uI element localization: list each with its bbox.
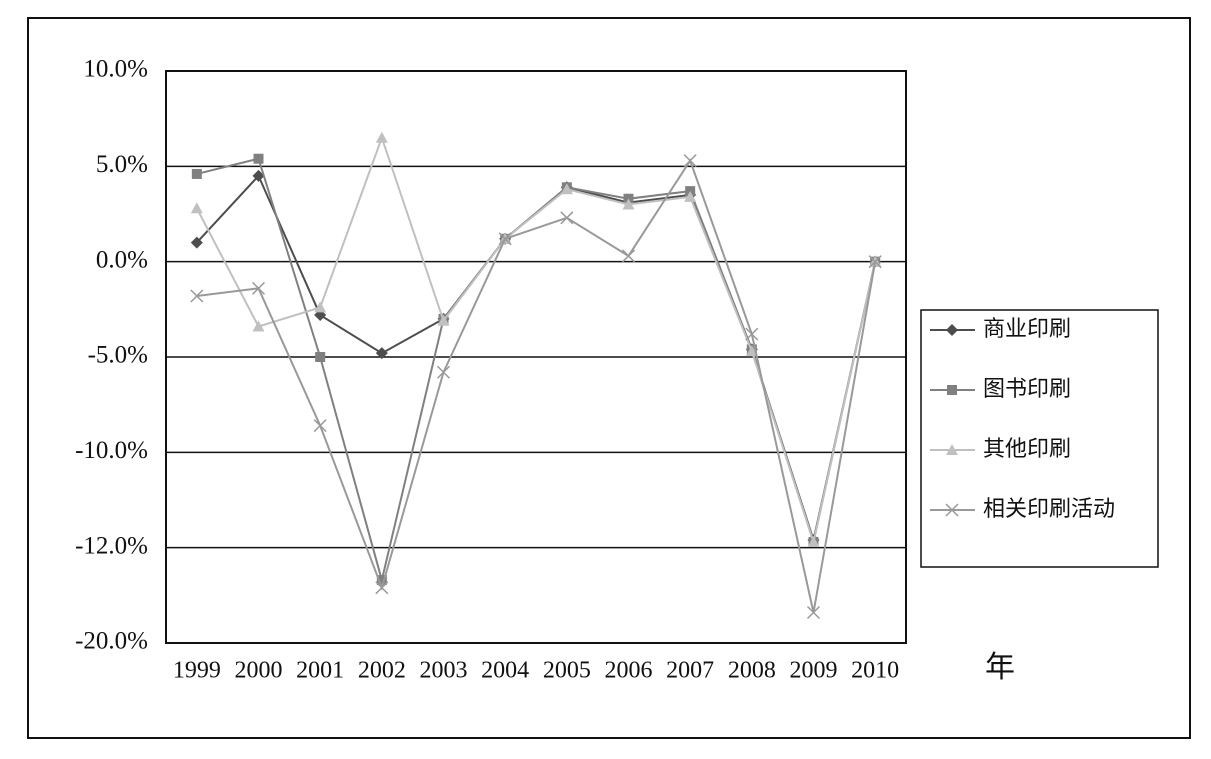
series-line: [196, 158, 877, 613]
x-tick-label: 2009: [790, 658, 838, 684]
legend-label: 相关印刷活动: [983, 497, 1115, 522]
x-tick-label: 2010: [851, 658, 899, 684]
legend-marker: [947, 385, 957, 395]
y-tick-label: -12.0%: [75, 532, 148, 559]
frame: [27, 17, 1191, 739]
series-line: [196, 174, 877, 544]
x-tick-label: 2005: [543, 658, 591, 684]
series-line: [195, 134, 877, 546]
legend-marker: [945, 503, 959, 517]
data-point: [622, 198, 635, 210]
data-point: [376, 575, 387, 586]
data-point: [807, 535, 820, 547]
data-point: [375, 581, 389, 595]
data-point: [868, 255, 882, 269]
data-point: [253, 153, 264, 164]
data-point: [190, 289, 204, 303]
x-tick-label: 2001: [296, 658, 344, 684]
x-tick-label: 2007: [666, 658, 714, 684]
data-point: [437, 314, 450, 326]
data-point: [191, 168, 202, 179]
data-point: [252, 169, 265, 182]
y-tick-label: -20.0%: [75, 628, 148, 655]
series-line: [196, 157, 877, 581]
data-point: [375, 131, 388, 143]
x-tick-label: 1999: [173, 658, 221, 684]
data-point: [560, 211, 574, 225]
x-tick-label: 2004: [481, 658, 529, 684]
data-point: [498, 232, 512, 246]
data-point: [251, 281, 266, 295]
y-tick-label: -10.0%: [75, 437, 148, 464]
legend-label: 商业印刷: [983, 317, 1071, 342]
y-tick-label: -5.0%: [88, 342, 148, 369]
x-tick-label: 2008: [728, 658, 776, 684]
data-point: [314, 301, 327, 313]
data-point: [375, 347, 388, 360]
legend-label: 图书印刷: [983, 377, 1071, 402]
data-point: [190, 202, 203, 214]
data-point: [806, 605, 821, 620]
data-point: [560, 183, 573, 195]
data-point: [190, 236, 203, 249]
legend-box: [920, 309, 1159, 568]
data-point: [745, 345, 758, 357]
y-tick-label: 5.0%: [96, 151, 148, 178]
x-tick-label: 2003: [420, 658, 468, 684]
legend-label: 其他印刷: [983, 437, 1071, 462]
data-point: [436, 365, 451, 379]
legend-marker: [946, 324, 958, 336]
data-point: [621, 249, 636, 263]
x-tick-label: 2002: [358, 658, 406, 684]
data-point: [683, 154, 697, 168]
y-tick-label: 10.0%: [83, 56, 148, 83]
x-tick-label: 2006: [605, 658, 653, 684]
legend-marker: [946, 444, 958, 455]
data-point: [684, 190, 697, 202]
data-point: [745, 327, 759, 341]
x-axis-label: 年: [985, 651, 1015, 684]
plot-border: [165, 70, 907, 644]
y-tick-label: 0.0%: [96, 246, 148, 273]
data-point: [313, 419, 327, 433]
data-point: [252, 320, 265, 332]
data-point: [315, 352, 326, 362]
x-tick-label: 2000: [235, 658, 283, 684]
